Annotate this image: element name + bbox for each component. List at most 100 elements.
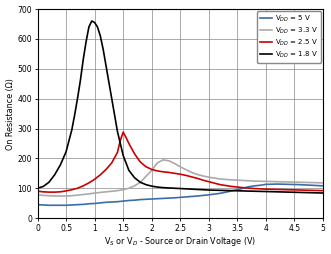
V$_{DD}$ = 1.8 V xyxy=(241,189,245,193)
Line: V$_{DD}$ = 2.5 V: V$_{DD}$ = 2.5 V xyxy=(37,132,323,192)
V$_{DD}$ = 3.3 V xyxy=(98,191,102,194)
V$_{DD}$ = 3.3 V xyxy=(161,158,165,161)
V$_{DD}$ = 5 V xyxy=(70,203,74,207)
V$_{DD}$ = 2.5 V xyxy=(104,168,108,171)
V$_{DD}$ = 5 V xyxy=(241,187,245,190)
V$_{DD}$ = 5 V xyxy=(258,184,262,187)
V$_{DD}$ = 2.5 V xyxy=(144,165,148,168)
V$_{DD}$ = 1.8 V xyxy=(113,114,117,117)
V$_{DD}$ = 5 V xyxy=(172,196,176,199)
V$_{DD}$ = 3.3 V xyxy=(47,194,51,197)
V$_{DD}$ = 1.8 V xyxy=(218,189,222,192)
V$_{DD}$ = 3.3 V xyxy=(167,159,171,162)
V$_{DD}$ = 2.5 V xyxy=(161,170,165,173)
V$_{DD}$ = 2.5 V xyxy=(321,189,325,192)
V$_{DD}$ = 1.8 V xyxy=(201,188,205,191)
Line: V$_{DD}$ = 5 V: V$_{DD}$ = 5 V xyxy=(37,184,323,205)
V$_{DD}$ = 1.8 V xyxy=(287,190,291,194)
V$_{DD}$ = 2.5 V xyxy=(64,189,68,193)
V$_{DD}$ = 1.8 V xyxy=(64,150,68,153)
V$_{DD}$ = 1.8 V xyxy=(230,189,234,192)
V$_{DD}$ = 5 V xyxy=(195,195,199,198)
V$_{DD}$ = 2.5 V xyxy=(298,188,302,192)
V$_{DD}$ = 1.8 V xyxy=(58,163,62,166)
V$_{DD}$ = 1.8 V xyxy=(178,187,182,190)
V$_{DD}$ = 5 V xyxy=(133,199,137,202)
V$_{DD}$ = 1.8 V xyxy=(144,183,148,186)
V$_{DD}$ = 5 V xyxy=(116,200,119,203)
V$_{DD}$ = 5 V xyxy=(41,203,45,207)
V$_{DD}$ = 5 V xyxy=(264,183,268,186)
V$_{DD}$ = 2.5 V xyxy=(195,177,199,180)
V$_{DD}$ = 1.8 V xyxy=(150,185,154,188)
V$_{DD}$ = 5 V xyxy=(110,200,114,203)
V$_{DD}$ = 5 V xyxy=(218,192,222,195)
V$_{DD}$ = 5 V xyxy=(98,201,102,204)
V$_{DD}$ = 2.5 V xyxy=(75,187,79,190)
V$_{DD}$ = 1.8 V xyxy=(81,58,85,61)
V$_{DD}$ = 3.3 V xyxy=(110,190,114,193)
V$_{DD}$ = 2.5 V xyxy=(47,190,51,194)
V$_{DD}$ = 3.3 V xyxy=(53,195,57,198)
V$_{DD}$ = 2.5 V xyxy=(241,186,245,189)
V$_{DD}$ = 1.8 V xyxy=(75,97,79,100)
V$_{DD}$ = 2.5 V xyxy=(275,188,279,191)
V$_{DD}$ = 5 V xyxy=(253,184,257,187)
V$_{DD}$ = 3.3 V xyxy=(241,179,245,182)
V$_{DD}$ = 2.5 V xyxy=(93,178,97,181)
V$_{DD}$ = 3.3 V xyxy=(58,195,62,198)
V$_{DD}$ = 3.3 V xyxy=(275,180,279,183)
V$_{DD}$ = 2.5 V xyxy=(253,187,257,190)
X-axis label: V$_S$ or V$_D$ - Source or Drain Voltage (V): V$_S$ or V$_D$ - Source or Drain Voltage… xyxy=(104,235,256,248)
V$_{DD}$ = 2.5 V xyxy=(53,190,57,194)
V$_{DD}$ = 3.3 V xyxy=(218,178,222,181)
V$_{DD}$ = 1.8 V xyxy=(41,185,45,188)
V$_{DD}$ = 5 V xyxy=(93,202,97,205)
V$_{DD}$ = 2.5 V xyxy=(150,168,154,171)
V$_{DD}$ = 2.5 V xyxy=(178,173,182,176)
V$_{DD}$ = 2.5 V xyxy=(133,152,137,155)
V$_{DD}$ = 2.5 V xyxy=(184,174,188,177)
V$_{DD}$ = 2.5 V xyxy=(118,139,122,142)
V$_{DD}$ = 2.5 V xyxy=(98,173,102,176)
V$_{DD}$ = 2.5 V xyxy=(127,142,131,145)
V$_{DD}$ = 1.8 V xyxy=(133,176,137,179)
V$_{DD}$ = 1.8 V xyxy=(156,185,160,188)
V$_{DD}$ = 1.8 V xyxy=(90,20,94,23)
V$_{DD}$ = 1.8 V xyxy=(275,190,279,193)
V$_{DD}$ = 1.8 V xyxy=(138,181,142,184)
V$_{DD}$ = 1.8 V xyxy=(298,191,302,194)
V$_{DD}$ = 5 V xyxy=(309,184,313,187)
V$_{DD}$ = 1.8 V xyxy=(98,34,102,37)
V$_{DD}$ = 3.3 V xyxy=(133,184,137,187)
V$_{DD}$ = 5 V xyxy=(184,195,188,198)
Y-axis label: On Resistance (Ω): On Resistance (Ω) xyxy=(6,78,15,150)
V$_{DD}$ = 1.8 V xyxy=(78,79,82,82)
Line: V$_{DD}$ = 3.3 V: V$_{DD}$ = 3.3 V xyxy=(37,160,323,196)
V$_{DD}$ = 5 V xyxy=(275,183,279,186)
V$_{DD}$ = 1.8 V xyxy=(47,181,51,184)
V$_{DD}$ = 1.8 V xyxy=(321,192,325,195)
V$_{DD}$ = 3.3 V xyxy=(104,190,108,193)
V$_{DD}$ = 5 V xyxy=(127,199,131,202)
V$_{DD}$ = 3.3 V xyxy=(195,173,199,176)
V$_{DD}$ = 3.3 V xyxy=(156,161,160,164)
V$_{DD}$ = 2.5 V xyxy=(172,172,176,175)
V$_{DD}$ = 2.5 V xyxy=(58,190,62,193)
V$_{DD}$ = 3.3 V xyxy=(264,180,268,183)
V$_{DD}$ = 3.3 V xyxy=(150,169,154,172)
V$_{DD}$ = 1.8 V xyxy=(190,188,194,191)
V$_{DD}$ = 1.8 V xyxy=(161,186,165,189)
V$_{DD}$ = 3.3 V xyxy=(35,193,39,196)
V$_{DD}$ = 2.5 V xyxy=(190,175,194,178)
V$_{DD}$ = 5 V xyxy=(144,198,148,201)
V$_{DD}$ = 1.8 V xyxy=(121,154,125,157)
V$_{DD}$ = 5 V xyxy=(64,204,68,207)
V$_{DD}$ = 1.8 V xyxy=(116,130,119,133)
V$_{DD}$ = 5 V xyxy=(121,200,125,203)
V$_{DD}$ = 2.5 V xyxy=(116,151,119,154)
V$_{DD}$ = 2.5 V xyxy=(110,161,114,164)
V$_{DD}$ = 5 V xyxy=(87,202,91,205)
V$_{DD}$ = 2.5 V xyxy=(287,188,291,191)
V$_{DD}$ = 1.8 V xyxy=(95,25,99,28)
